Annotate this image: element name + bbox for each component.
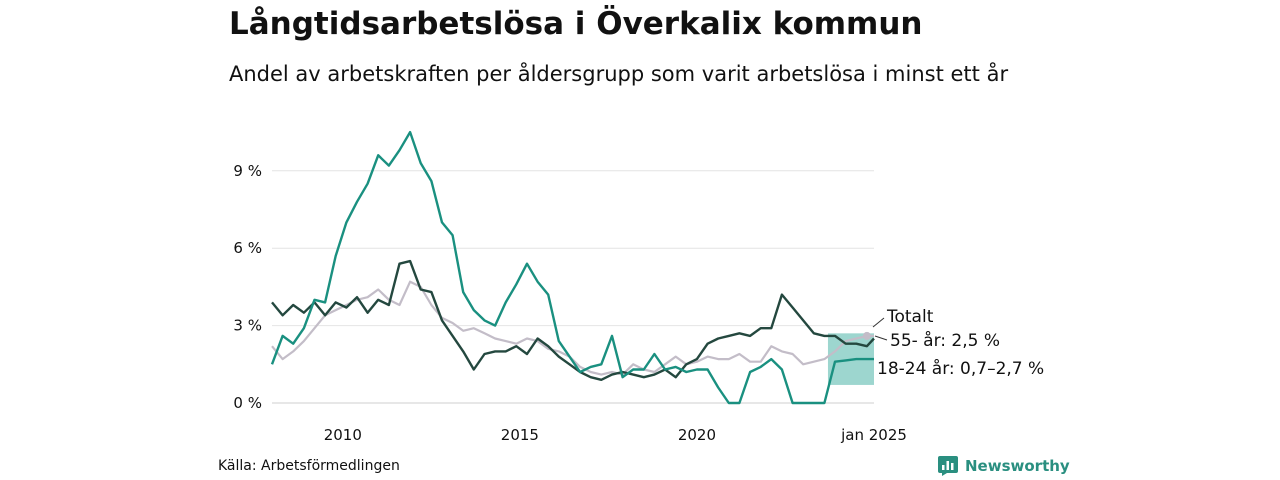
chart-subtitle: Andel av arbetskraften per åldersgrupp s… [229,62,1009,86]
y-tick-label-3: 9 % [233,162,262,180]
y-tick-label-2: 6 % [233,239,262,257]
y-tick-label-0: 0 % [233,394,262,412]
x-tick-label-2: 2020 [678,426,716,444]
series-lines [270,130,875,405]
brand-name: Newsworthy [965,457,1070,475]
x-axis: 2010 2015 2020 jan 2025 [324,426,907,444]
series-line-18-24-r [270,130,874,405]
55-label-connector [874,335,888,341]
series-line-55-r [271,259,875,381]
series-label-18-24-r: 18-24 år: 0,7–2,7 % [877,358,1044,379]
totalt-end-marker [862,331,871,340]
series-labels: Totalt 55- år: 2,5 % 18-24 år: 0,7–2,7 % [872,307,1044,379]
source-note: Källa: Arbetsförmedlingen [218,458,400,474]
newsworthy-logo-icon [938,456,958,476]
y-tick-label-1: 3 % [233,317,262,335]
chart-title: Långtidsarbetslösa i Överkalix kommun [229,6,923,42]
totalt-label-connector [872,317,885,328]
x-tick-label-1: 2015 [501,426,539,444]
y-axis: 0 % 3 % 6 % 9 % [233,162,262,412]
series-label-55-r: 55- år: 2,5 % [890,330,1000,351]
x-tick-label-0: 2010 [324,426,362,444]
brand[interactable]: Newsworthy [938,456,1070,476]
series-line-totalt [271,280,874,376]
series-label-totalt: Totalt [886,307,934,327]
x-tick-label-3: jan 2025 [840,426,907,444]
